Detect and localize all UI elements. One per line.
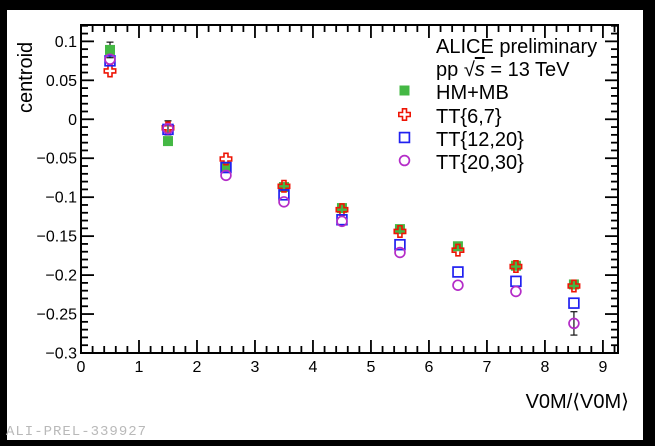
marker-open-circle <box>220 169 232 182</box>
y-tick-label: −0.05 <box>37 151 78 168</box>
axis-tick-labels: 0 1 2 3 4 5 6 7 8 9 0.1 0.05 0 −0.05 −0.1 −0.15 −0.2 −0.2… <box>37 34 608 376</box>
y-tick-label: 0.05 <box>46 73 77 90</box>
marker-open-circle <box>568 317 580 330</box>
marker-open-square <box>452 266 464 278</box>
marker-open-circle <box>162 122 174 135</box>
marker-open-circle <box>394 246 406 259</box>
marker-open-cross <box>103 64 117 78</box>
x-tick-label: 6 <box>424 359 433 376</box>
marker-open-cross <box>277 179 291 193</box>
x-tick-label: 9 <box>598 359 607 376</box>
x-tick-label: 4 <box>309 359 318 376</box>
x-tick-label: 0 <box>77 359 86 376</box>
x-tick-label: 7 <box>482 359 491 376</box>
x-axis-ticks <box>80 25 616 353</box>
x-tick-label: 1 <box>135 359 144 376</box>
y-axis-title: centroid <box>15 41 37 113</box>
marker-filled-square <box>278 182 289 193</box>
y-tick-label: −0.1 <box>45 190 77 207</box>
marker-filled-square <box>568 279 579 290</box>
y-tick-label: −0.25 <box>37 307 78 324</box>
marker-open-cross <box>451 243 465 257</box>
watermark-label: ALI-PREL-339927 <box>6 424 148 440</box>
series-hm-mb <box>104 41 579 290</box>
marker-filled-square <box>452 241 463 252</box>
y-tick-label: −0.2 <box>45 268 77 285</box>
marker-open-cross <box>219 152 233 166</box>
marker-open-cross <box>567 279 581 293</box>
marker-open-square <box>394 238 406 251</box>
marker-open-circle <box>336 215 348 228</box>
x-axis-title: V0M/⟨V0M⟩ <box>525 391 629 413</box>
marker-open-circle <box>452 279 464 291</box>
marker-open-circle <box>104 53 116 66</box>
marker-open-circle <box>278 196 290 208</box>
y-tick-label: 0.1 <box>55 34 77 51</box>
marker-filled-square <box>162 136 173 147</box>
marker-open-square <box>278 189 290 201</box>
marker-filled-square <box>104 44 115 55</box>
y-tick-label: −0.15 <box>37 229 78 246</box>
marker-filled-square <box>510 260 521 271</box>
marker-filled-square <box>394 224 405 235</box>
marker-open-circle <box>510 285 522 298</box>
marker-filled-square <box>220 161 231 172</box>
canvas-background <box>7 10 643 440</box>
marker-filled-square <box>336 203 347 214</box>
x-tick-label: 2 <box>193 359 202 376</box>
marker-open-square <box>220 161 232 174</box>
y-axis-ticks <box>81 24 618 354</box>
marker-open-cross <box>393 224 407 238</box>
marker-open-square <box>568 297 580 309</box>
y-tick-label: 0 <box>68 112 77 129</box>
y-tick-label: −0.3 <box>45 346 77 363</box>
marker-open-cross <box>509 260 523 274</box>
x-tick-label: 3 <box>251 359 260 376</box>
x-tick-label: 8 <box>540 359 549 376</box>
x-tick-label: 5 <box>367 359 376 376</box>
series-tt-20-30 <box>104 53 580 336</box>
